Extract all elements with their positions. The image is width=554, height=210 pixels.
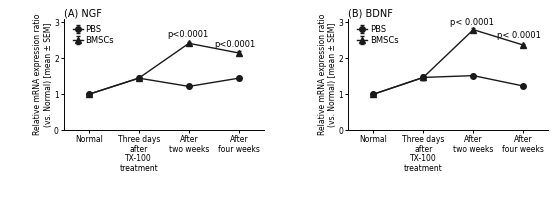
Legend: PBS, BMSCs: PBS, BMSCs [356, 24, 399, 46]
Text: p< 0.0001: p< 0.0001 [497, 32, 541, 41]
Y-axis label: Relative mRNA expression ratio
(vs. Normal) [mean ± SEM]: Relative mRNA expression ratio (vs. Norm… [317, 14, 337, 135]
Legend: PBS, BMSCs: PBS, BMSCs [72, 24, 115, 46]
Text: p< 0.0001: p< 0.0001 [450, 18, 494, 27]
Y-axis label: Relative mRNA expression ratio
(vs. Normal) [mean ± SEM]: Relative mRNA expression ratio (vs. Norm… [33, 14, 53, 135]
Text: p<0.0001: p<0.0001 [167, 30, 208, 39]
Text: (B) BDNF: (B) BDNF [348, 8, 393, 18]
Text: (A) NGF: (A) NGF [64, 8, 101, 18]
Text: p<0.0001: p<0.0001 [214, 40, 255, 49]
